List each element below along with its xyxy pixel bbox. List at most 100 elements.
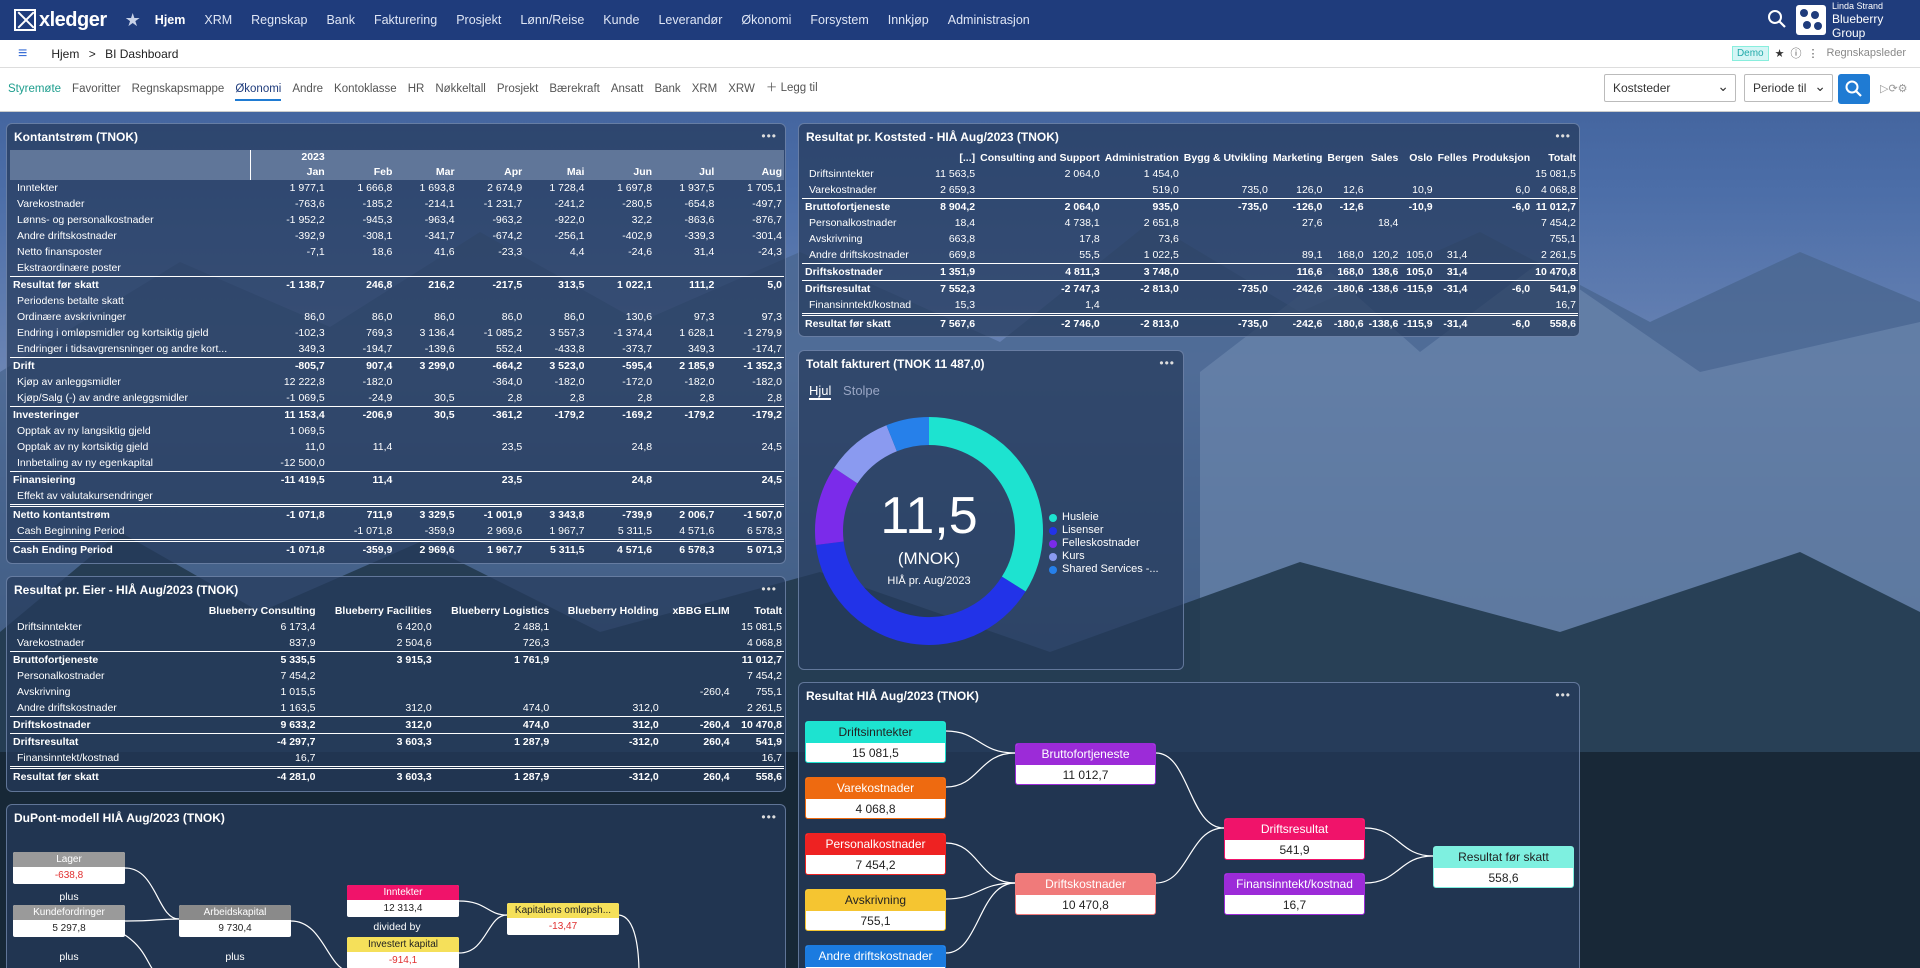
donut-segment[interactable] [834, 425, 898, 484]
flow-node-driftsresultat[interactable]: Driftsresultat 541,9 [1224, 818, 1365, 860]
menu-lonn-reise[interactable]: Lønn/Reise [520, 13, 585, 27]
donut-segment[interactable] [886, 417, 930, 452]
tab-stolpe[interactable]: Stolpe [843, 383, 880, 398]
menu-forsystem[interactable]: Forsystem [810, 13, 869, 27]
legend-item[interactable]: Felleskostnader [1049, 537, 1159, 550]
panel-menu-icon[interactable]: ••• [1555, 688, 1571, 702]
panel-menu-icon[interactable]: ••• [761, 810, 777, 824]
role-selector[interactable]: Regnskapsleder [1826, 47, 1907, 59]
search-icon[interactable] [1766, 8, 1788, 30]
legend-item[interactable]: Lisenser [1049, 524, 1159, 537]
cell-value: 1 628,1 [679, 327, 715, 339]
donut-segment[interactable] [815, 541, 1026, 645]
tab-regnskapsmappe[interactable]: Regnskapsmappe [131, 82, 225, 95]
dupont-node-lager[interactable]: Lager -638,8 [13, 852, 125, 884]
legend-item[interactable]: Kurs [1049, 550, 1159, 563]
tab-xrm[interactable]: XRM [691, 82, 718, 95]
tab-styremote[interactable]: Styremøte [8, 82, 62, 95]
cell-value: 16,7 [761, 752, 782, 764]
panel-menu-icon[interactable]: ••• [761, 129, 777, 143]
tab-kontoklasse[interactable]: Kontoklasse [334, 82, 397, 95]
flow-node-finans[interactable]: Finansinntekt/kostnad 16,7 [1224, 873, 1365, 915]
tab-xrw[interactable]: XRW [728, 82, 755, 95]
search-button[interactable] [1838, 74, 1870, 104]
menu-regnskap[interactable]: Regnskap [251, 13, 308, 27]
cell-value: 558,6 [731, 766, 784, 785]
flow-node-bruttofortjeneste[interactable]: Bruttofortjeneste 11 012,7 [1015, 743, 1156, 785]
flow-node-personalkostnader[interactable]: Personalkostnader 7 454,2 [805, 833, 946, 875]
favorite-star-icon[interactable]: ★ [124, 9, 141, 30]
tab-okonomi[interactable]: Økonomi [235, 79, 282, 101]
xledger-logo[interactable]: xledger [14, 9, 107, 32]
dupont-node-kapitalens[interactable]: Kapitalens omløpsh... -13,47 [507, 903, 619, 935]
cell-value: -735,0 [1180, 198, 1270, 215]
cell-value: -2 747,3 [977, 280, 1102, 297]
tab-ansatt[interactable]: Ansatt [610, 82, 644, 95]
cell-value: 4 738,1 [1064, 217, 1100, 229]
menu-administrasjon[interactable]: Administrasjon [947, 13, 1030, 27]
cell-value [586, 488, 654, 506]
cell-value: 23,5 [501, 441, 523, 453]
flow-node-driftskostnader[interactable]: Driftskostnader 10 470,8 [1015, 873, 1156, 915]
row-label: Resultat før skatt [10, 276, 250, 293]
hamburger-menu-icon[interactable]: ≡ [18, 44, 28, 62]
dupont-node-kundefordringer[interactable]: Kundefordringer 5 297,8 [13, 905, 125, 937]
flow-node-avskrivning[interactable]: Avskrivning 755,1 [805, 889, 946, 931]
panel-menu-icon[interactable]: ••• [761, 582, 777, 596]
cell-value: -735,0 [1180, 280, 1270, 297]
column-header: Felles [1437, 152, 1468, 164]
flow-node-varekostnader[interactable]: Varekostnader 4 068,8 [805, 777, 946, 819]
toolbar-actions-icon[interactable]: ▷⟳⚙ [1880, 83, 1908, 95]
column-header: Sales [1370, 152, 1399, 164]
tab-baerekraft[interactable]: Bærekraft [549, 82, 600, 95]
bookmark-star-icon[interactable]: ★ [1774, 47, 1785, 60]
table-row: Ekstraordinære poster [10, 260, 784, 277]
table-row: Periodens betalte skatt [10, 293, 784, 309]
tab-prosjekt[interactable]: Prosjekt [496, 82, 539, 95]
tab-nokkeltall[interactable]: Nøkkeltall [435, 82, 486, 95]
tab-hr[interactable]: HR [407, 82, 425, 95]
menu-kunde[interactable]: Kunde [603, 13, 640, 27]
dupont-node-inntekter[interactable]: Inntekter 12 313,4 [347, 885, 459, 917]
cell-value: 2 659,3 [940, 184, 976, 196]
tab-favoritter[interactable]: Favoritter [72, 82, 121, 95]
flow-node-andre[interactable]: Andre driftskostnader [805, 945, 946, 968]
flow-node-driftsinntekter[interactable]: Driftsinntekter 15 081,5 [805, 721, 946, 763]
tab-hjul[interactable]: Hjul [809, 383, 832, 400]
tab-bank[interactable]: Bank [654, 82, 681, 95]
cell-value [654, 488, 716, 506]
add-tab-button[interactable]: ＋ Legg til [765, 81, 818, 94]
koststeder-select[interactable]: Koststeder [1604, 74, 1736, 102]
cell-value: 260,4 [660, 733, 732, 750]
cell-value: 663,8 [948, 233, 976, 245]
legend-item[interactable]: Husleie [1049, 511, 1159, 524]
dupont-node-investert[interactable]: Investert kapital -914,1 [347, 937, 459, 968]
panel-menu-icon[interactable]: ••• [1159, 356, 1175, 370]
menu-leverandor[interactable]: Leverandør [658, 13, 723, 27]
more-vertical-icon[interactable]: ⋮ [1807, 47, 1819, 60]
tab-andre[interactable]: Andre [292, 82, 324, 95]
donut-segment[interactable] [928, 417, 1043, 592]
company-switcher[interactable]: Linda Strand Blueberry Group [1796, 1, 1920, 40]
menu-okonomi[interactable]: Økonomi [741, 13, 792, 27]
menu-fakturering[interactable]: Fakturering [373, 13, 438, 27]
menu-bank[interactable]: Bank [326, 13, 355, 27]
menu-prosjekt[interactable]: Prosjekt [456, 13, 502, 27]
cell-value: -497,7 [752, 198, 782, 210]
legend-item[interactable]: Shared Services -... [1049, 563, 1159, 576]
menu-innkjop[interactable]: Innkjøp [887, 13, 929, 27]
breadcrumb-home[interactable]: Hjem [51, 46, 80, 61]
donut-segment[interactable] [815, 467, 858, 545]
menu-xrm[interactable]: XRM [204, 13, 233, 27]
legend-swatch [1049, 565, 1057, 574]
flow-node-resultat[interactable]: Resultat før skatt 558,6 [1433, 846, 1574, 888]
table-row: Avskrivning 663,8 17,8 73,6 755,1 [802, 231, 1578, 247]
help-icon[interactable]: ⓘ [1790, 48, 1802, 60]
dupont-node-arbeidskapital[interactable]: Arbeidskapital 9 730,4 [179, 905, 291, 937]
menu-hjem[interactable]: Hjem [154, 13, 186, 27]
cell-value: 669,8 [948, 249, 976, 261]
cell-value: -179,2 [654, 406, 717, 423]
panel-menu-icon[interactable]: ••• [1555, 129, 1571, 143]
column-header: xBBG ELIM [672, 605, 730, 617]
periode-select[interactable]: Periode til [1744, 74, 1833, 102]
